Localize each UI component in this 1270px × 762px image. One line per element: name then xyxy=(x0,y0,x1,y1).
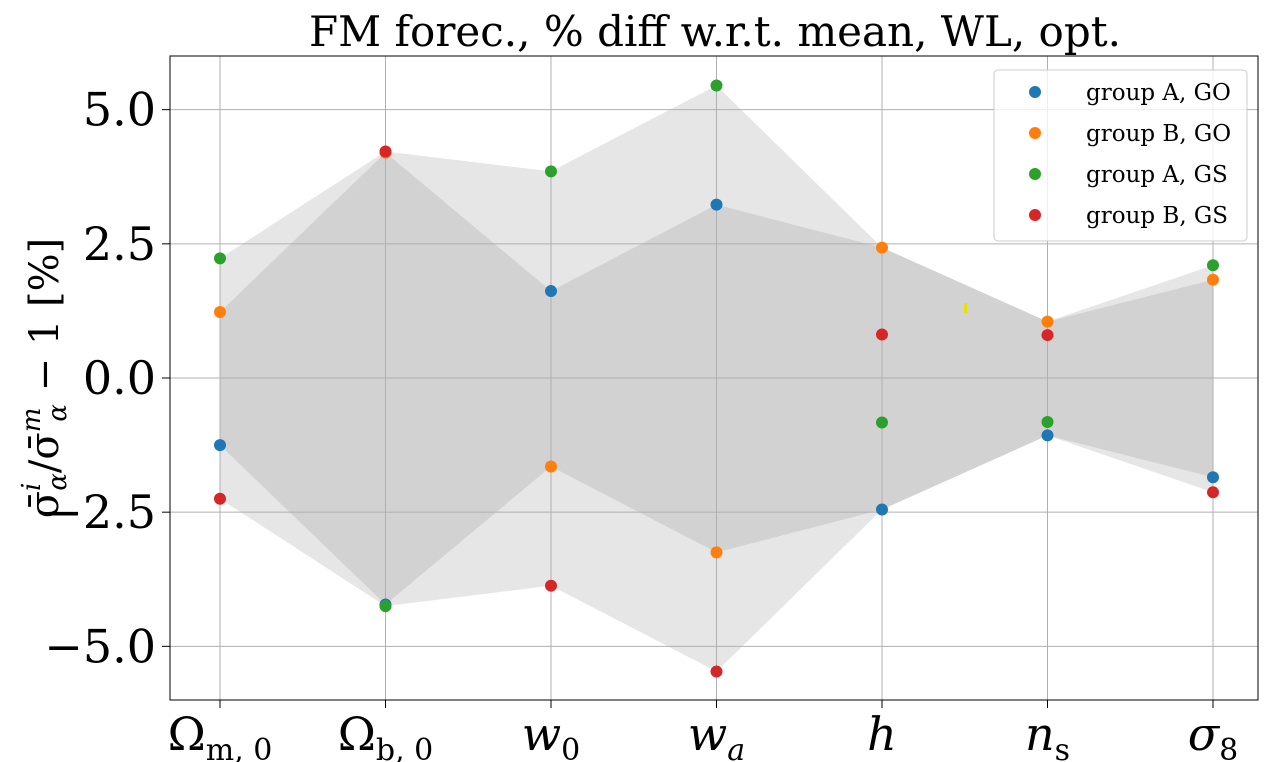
x-tick-label: Ωb, 0 xyxy=(338,707,434,762)
x-tick-sub: a xyxy=(727,733,745,762)
x-axis-ticks: Ωm, 0 Ωb, 0 w0 wa h ns σ8 xyxy=(168,700,1239,762)
data-point xyxy=(214,252,226,265)
legend-label: group A, GS xyxy=(1086,162,1228,188)
x-tick-sub: s xyxy=(1055,733,1070,762)
x-tick-main: n xyxy=(1025,707,1055,761)
data-point xyxy=(1207,486,1219,499)
x-tick-sub: 0 xyxy=(561,733,580,762)
data-point xyxy=(214,305,226,318)
data-point xyxy=(545,285,557,298)
data-point xyxy=(710,665,723,678)
y-label-slash: / xyxy=(22,459,68,473)
data-point xyxy=(545,460,557,473)
data-point xyxy=(1207,471,1219,484)
x-tick-sub: 8 xyxy=(1219,733,1238,762)
x-tick-label: w0 xyxy=(522,707,580,762)
y-label-sigma-2: σ̄ xyxy=(22,432,68,459)
legend: group A, GO group B, GO group A, GS group B… xyxy=(993,69,1248,242)
x-tick-label: wa xyxy=(688,707,745,762)
data-point xyxy=(710,546,723,559)
y-tick-label: −5.0 xyxy=(44,619,156,673)
chart-title: FM forec., % diff w.r.t. mean, WL, opt. xyxy=(309,7,1121,56)
data-point xyxy=(876,416,888,429)
data-point xyxy=(876,503,888,516)
y-label-unit: [%] xyxy=(22,238,68,307)
data-point xyxy=(214,439,226,452)
x-tick-sub: b, 0 xyxy=(376,733,433,762)
data-point xyxy=(876,241,888,254)
legend-marker xyxy=(1029,127,1041,139)
data-point xyxy=(1041,429,1054,442)
legend-marker xyxy=(1029,168,1041,180)
x-tick-main: w xyxy=(522,707,561,761)
y-tick-label: 2.5 xyxy=(83,217,156,271)
x-tick-main: Ω xyxy=(338,707,376,761)
data-point xyxy=(1041,416,1054,429)
data-point xyxy=(214,492,226,505)
data-point xyxy=(1207,273,1219,286)
y-label-minus-one: − 1 xyxy=(22,307,68,404)
y-label-sup-m: m xyxy=(17,408,47,433)
y-axis-ticks: −5.0 −2.5 0.0 2.5 5.0 xyxy=(44,83,170,673)
legend-label: group B, GO xyxy=(1086,121,1231,147)
x-tick-main: w xyxy=(688,707,727,761)
y-label-sigma: σ̄ xyxy=(22,491,68,518)
legend-marker xyxy=(1029,86,1041,98)
legend-box xyxy=(993,69,1248,242)
legend-label: group B, GS xyxy=(1086,203,1228,229)
x-tick-label: h xyxy=(867,707,897,761)
x-tick-label: σ8 xyxy=(1188,707,1239,762)
y-tick-label: −2.5 xyxy=(44,485,156,539)
legend-marker xyxy=(1029,209,1041,221)
data-point xyxy=(1207,259,1219,272)
x-tick-main: Ω xyxy=(168,707,206,761)
x-tick-main: σ xyxy=(1188,707,1221,761)
y-axis-label: σ̄iα/σ̄mα − 1 [%] xyxy=(17,238,73,519)
legend-label: group A, GO xyxy=(1086,80,1231,106)
annotation-mark xyxy=(964,303,967,313)
y-tick-label: 5.0 xyxy=(83,83,156,137)
data-point xyxy=(876,328,888,341)
data-point xyxy=(379,600,392,613)
x-tick-main: h xyxy=(867,707,897,761)
y-label-sub-alpha: α xyxy=(43,473,73,491)
data-point xyxy=(710,79,723,92)
data-point xyxy=(710,198,723,211)
data-point xyxy=(1041,329,1054,342)
x-tick-label: Ωm, 0 xyxy=(168,707,273,762)
x-tick-label: ns xyxy=(1025,707,1070,762)
y-tick-label: 0.0 xyxy=(83,351,156,405)
y-label-sup-i: i xyxy=(17,483,47,491)
data-point xyxy=(379,145,392,158)
y-label-sub-alpha-2: α xyxy=(43,404,73,422)
data-point xyxy=(1041,315,1054,328)
data-point xyxy=(545,579,557,592)
data-point xyxy=(545,165,557,178)
data-points xyxy=(214,79,1219,678)
x-tick-sub: m, 0 xyxy=(206,733,273,762)
